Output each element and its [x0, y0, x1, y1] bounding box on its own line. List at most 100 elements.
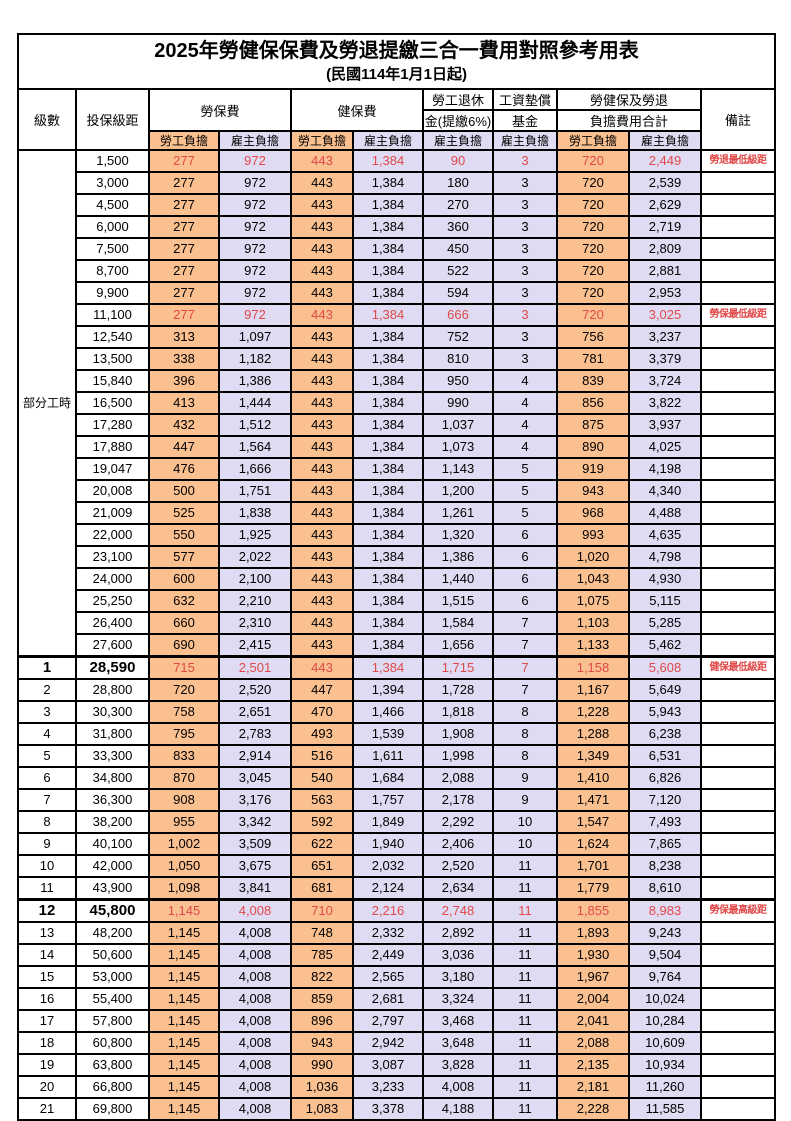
wage-fund-employer-cell: 10: [492, 832, 558, 856]
total-employer-cell: 6,826: [628, 766, 702, 790]
wage-fund-employer-cell: 3: [492, 347, 558, 371]
health-ins-employee-cell: 443: [290, 523, 354, 547]
level-cell: 17: [17, 1009, 77, 1033]
total-employee-cell: 1,701: [556, 854, 630, 878]
total-employer-cell: 10,609: [628, 1031, 702, 1055]
pension-employer-cell: 1,715: [422, 655, 494, 680]
bracket-cell: 38,200: [75, 810, 150, 834]
health-ins-employer-cell: 2,332: [352, 921, 424, 945]
table-row: 26,400 660 2,310 443 1,384 1,584 7 1,103 5,285: [18, 611, 777, 635]
health-ins-employer-cell: 1,384: [352, 347, 424, 371]
level-cell: 20: [17, 1075, 77, 1099]
remark-cell: [699, 700, 777, 724]
health-ins-employee-cell: 785: [290, 943, 354, 967]
total-employer-cell: 8,238: [628, 854, 702, 878]
health-ins-employer-cell: 1,384: [352, 435, 424, 459]
labor-ins-employer-cell: 2,651: [218, 700, 292, 724]
pension-employer-cell: 3,648: [422, 1031, 494, 1055]
table-row: 24,000 600 2,100 443 1,384 1,440 6 1,043 4,930: [18, 567, 777, 591]
health-ins-employer-cell: 1,384: [352, 149, 424, 173]
remark-cell: [699, 369, 777, 393]
table-row: 16,500 413 1,444 443 1,384 990 4 856 3,822: [18, 391, 777, 415]
remark-cell: [699, 810, 777, 834]
total-employer-cell: 9,764: [628, 965, 702, 989]
labor-ins-employee-cell: 1,098: [148, 876, 220, 901]
health-ins-employer-cell: 2,124: [352, 876, 424, 901]
wage-fund-employer-cell: 7: [492, 655, 558, 680]
health-ins-employer-cell: 1,384: [352, 259, 424, 283]
wage-fund-employer-cell: 11: [492, 921, 558, 945]
total-employer-cell: 7,120: [628, 788, 702, 812]
remark-cell: [699, 545, 777, 569]
remark-cell: [699, 788, 777, 812]
pension-employer-cell: 2,634: [422, 876, 494, 901]
level-cell: 5: [17, 744, 77, 768]
bracket-cell: 43,900: [75, 876, 150, 901]
wage-fund-employer-cell: 5: [492, 501, 558, 525]
total-employee-cell: 993: [556, 523, 630, 547]
total-employee-cell: 1,624: [556, 832, 630, 856]
pension-employer-cell: 1,656: [422, 633, 494, 658]
labor-ins-employee-cell: 1,145: [148, 1009, 220, 1033]
labor-ins-employer-cell: 972: [218, 193, 292, 217]
table-row: 17 57,800 1,145 4,008 896 2,797 3,468 11 2,041 10…: [17, 1009, 777, 1033]
wage-fund-employer-cell: 3: [492, 303, 558, 327]
table-row: 19 63,800 1,145 4,008 990 3,087 3,828 11 2,135 10…: [17, 1053, 777, 1077]
labor-ins-employee-cell: 1,145: [148, 987, 220, 1011]
wage-fund-employer-cell: 11: [492, 987, 558, 1011]
total-employer-cell: 5,943: [628, 700, 702, 724]
remark-cell: [699, 876, 777, 901]
bracket-cell: 15,840: [75, 369, 150, 393]
wage-fund-employer-cell: 8: [492, 744, 558, 768]
health-ins-employee-cell: 443: [290, 281, 354, 305]
remark-cell: [699, 435, 777, 459]
total-employer-cell: 3,937: [628, 413, 702, 437]
table-row: 15 53,000 1,145 4,008 822 2,565 3,180 11 1,967 9,…: [17, 965, 777, 989]
remark-cell: [699, 391, 777, 415]
table-row: 21,009 525 1,838 443 1,384 1,261 5 968 4,488: [18, 501, 777, 525]
total-employee-cell: 890: [556, 435, 630, 459]
labor-ins-employee-cell: 715: [148, 655, 220, 680]
pension-employer-cell: 270: [422, 193, 494, 217]
total-employer-cell: 5,285: [628, 611, 702, 635]
labor-ins-employee-cell: 338: [148, 347, 220, 371]
wage-fund-employer-cell: 3: [492, 259, 558, 283]
labor-ins-employee-cell: 447: [148, 435, 220, 459]
remark-cell: [699, 1075, 777, 1099]
total-employee-cell: 2,004: [556, 987, 630, 1011]
pension-employer-cell: 2,520: [422, 854, 494, 878]
remark-cell: [699, 744, 777, 768]
labor-ins-employee-cell: 277: [148, 215, 220, 239]
level-cell: 11: [17, 876, 77, 901]
health-ins-employee-cell: 748: [290, 921, 354, 945]
header-health-ins: 健保費: [290, 88, 424, 132]
health-ins-employer-cell: 1,384: [352, 193, 424, 217]
total-employer-cell: 11,260: [628, 1075, 702, 1099]
bracket-cell: 34,800: [75, 766, 150, 790]
remark-cell: [699, 523, 777, 547]
level-cell: 2: [17, 678, 77, 702]
total-employee-cell: 1,930: [556, 943, 630, 967]
wage-fund-employer-cell: 3: [492, 193, 558, 217]
wage-fund-employer-cell: 7: [492, 678, 558, 702]
bracket-cell: 30,300: [75, 700, 150, 724]
bracket-cell: 50,600: [75, 943, 150, 967]
page-subtitle: (民國114年1月1日起): [326, 65, 467, 83]
labor-ins-employer-cell: 1,512: [218, 413, 292, 437]
total-employer-cell: 2,449: [628, 149, 702, 173]
health-ins-employee-cell: 443: [290, 655, 354, 680]
remark-cell: 勞保最低級距: [699, 303, 777, 327]
total-employee-cell: 720: [556, 237, 630, 261]
table-row: 23,100 577 2,022 443 1,384 1,386 6 1,020 4,798: [18, 545, 777, 569]
bracket-cell: 48,200: [75, 921, 150, 945]
remark-cell: [699, 413, 777, 437]
bracket-cell: 12,540: [75, 325, 150, 349]
labor-ins-employer-cell: 2,310: [218, 611, 292, 635]
labor-ins-employer-cell: 2,520: [218, 678, 292, 702]
header-wage-fund-line2: 基金: [492, 109, 558, 132]
table-row: 21 69,800 1,145 4,008 1,083 3,378 4,188 11 2,228…: [17, 1097, 777, 1121]
total-employee-cell: 1,075: [556, 589, 630, 613]
wage-fund-employer-cell: 5: [492, 479, 558, 503]
remark-cell: [699, 281, 777, 305]
level-cell: 4: [17, 722, 77, 746]
